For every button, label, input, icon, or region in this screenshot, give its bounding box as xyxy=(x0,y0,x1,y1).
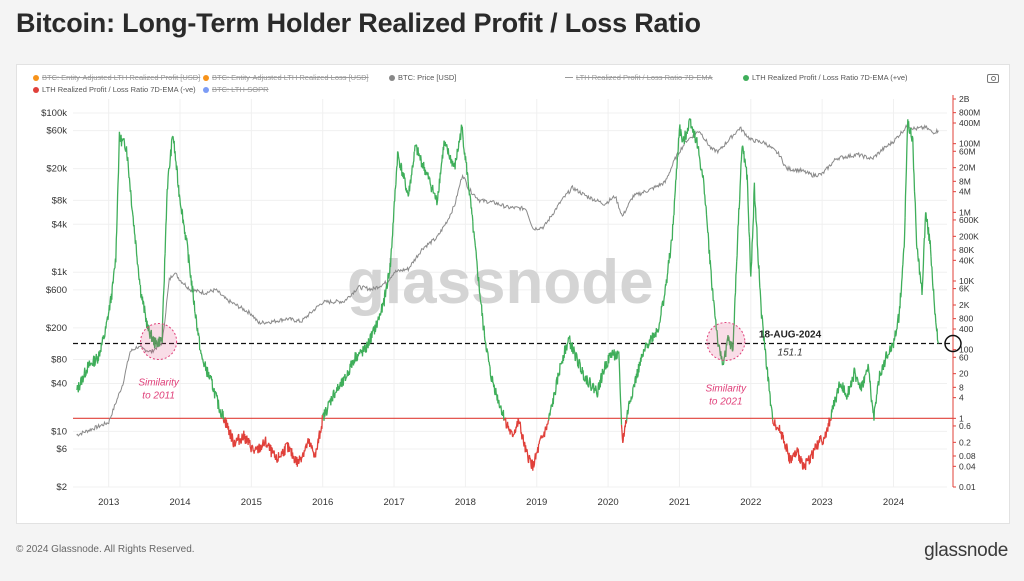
watermark-text: glassnode xyxy=(347,248,654,317)
left-axis-tick-label: $60k xyxy=(46,126,67,137)
chart-title: Bitcoin: Long-Term Holder Realized Profi… xyxy=(16,8,701,38)
x-axis-tick-label: 2017 xyxy=(383,497,404,508)
legend-item-lth-ratio-7d-ema[interactable]: LTH Realized Profit / Loss Ratio 7D-EMA xyxy=(565,73,713,82)
similarity-2011-label-line2: to 2011 xyxy=(142,391,175,402)
legend-color-dot xyxy=(743,75,749,81)
right-axis-tick-label: 4M xyxy=(959,187,971,197)
legend-item-lth-realized-loss[interactable]: BTC: Entity-Adjusted LTH Realized Loss [… xyxy=(203,73,369,82)
legend-item-lth-ratio-positive[interactable]: LTH Realized Profit / Loss Ratio 7D-EMA … xyxy=(743,73,908,82)
series-layer xyxy=(76,118,940,471)
legend-color-dot xyxy=(33,75,39,81)
x-axis-tick-label: 2014 xyxy=(169,497,190,508)
legend-item-lth-realized-profit[interactable]: BTC: Entity-Adjusted LTH Realized Profit… xyxy=(33,73,200,82)
right-axis-tick-label: 80K xyxy=(959,245,974,255)
right-axis-tick-label: 0.01 xyxy=(959,482,976,492)
right-axis-tick-label: 0.6 xyxy=(959,421,971,431)
right-axis-tick-label: 2B xyxy=(959,94,970,104)
similarity-2021-label-line1: Similarity xyxy=(706,384,748,395)
right-axis-tick-label: 8 xyxy=(959,382,964,392)
reference-lines xyxy=(73,342,953,419)
legend-color-dot xyxy=(389,75,395,81)
annotations: Similarity to 2011 Similarity to 2021 18… xyxy=(138,322,962,408)
series-lth-ratio-positive-line xyxy=(76,118,940,425)
right-axis-tick-label: 6K xyxy=(959,284,970,294)
left-axis-tick-label: $4k xyxy=(52,219,68,230)
right-axis-tick-label: 60 xyxy=(959,352,969,362)
right-axis-tick-label: 2K xyxy=(959,300,970,310)
left-axis-tick-label: $600 xyxy=(46,285,67,296)
legend-item-lth-sopr[interactable]: BTC: LTH-SOPR xyxy=(203,85,269,94)
x-axis-tick-label: 2016 xyxy=(312,497,333,508)
brand-logo-text: glassnode xyxy=(924,540,1008,561)
right-axis-tick-label: 100M xyxy=(959,139,980,149)
similarity-2011-label-line1: Similarity xyxy=(138,378,180,389)
left-axis-tick-label: $100k xyxy=(41,108,67,119)
x-axis-tick-label: 2020 xyxy=(598,497,619,508)
right-axis-tick-label: 0.04 xyxy=(959,461,976,471)
right-axis-tick-label: 200K xyxy=(959,231,979,241)
legend-color-dot xyxy=(203,75,209,81)
left-axis-tick-label: $80 xyxy=(51,354,67,365)
value-annotation: 151.1 xyxy=(778,348,803,359)
similarity-2011-circle xyxy=(140,323,178,361)
x-axis-tick-label: 2013 xyxy=(98,497,119,508)
x-axis-tick-label: 2019 xyxy=(526,497,547,508)
right-axis-tick-label: 400M xyxy=(959,118,980,128)
current-value-marker xyxy=(944,334,962,353)
left-axis-tick-label: $10 xyxy=(51,426,67,437)
right-axis-tick-label: 0.2 xyxy=(959,437,971,447)
right-axis-tick-label: 600K xyxy=(959,215,979,225)
chart-panel: BTC: Entity-Adjusted LTH Realized Profit… xyxy=(16,64,1010,524)
series-lth-ratio-negative-line xyxy=(222,415,832,471)
x-axis: 2013 2014 2015 2016 2017 2018 2019 2020 2021 2022… xyxy=(98,497,904,508)
legend-line-swatch xyxy=(565,77,573,78)
right-axis-tick-label: 4 xyxy=(959,393,964,403)
right-axis-tick-label: 1 xyxy=(959,413,964,423)
right-axis-tick-label: 0.08 xyxy=(959,451,976,461)
right-axis-tick-label: 10K xyxy=(959,276,974,286)
left-axis-tick-label: $40 xyxy=(51,378,67,389)
left-axis-tick-label: $20k xyxy=(46,164,67,175)
right-axis-tick-label: 1M xyxy=(959,207,971,217)
chart-legend: BTC: Entity-Adjusted LTH Realized Profit… xyxy=(17,65,1009,99)
left-axis-tick-label: $6 xyxy=(56,444,67,455)
legend-color-dot xyxy=(33,87,39,93)
right-axis-tick-label: 60M xyxy=(959,146,976,156)
right-axis-tick-label: 800M xyxy=(959,108,980,118)
left-axis-tick-label: $2 xyxy=(56,482,67,493)
camera-icon[interactable] xyxy=(987,74,999,83)
x-axis-tick-label: 2023 xyxy=(812,497,833,508)
right-axis-tick-label: 40K xyxy=(959,255,974,265)
legend-item-btc-price[interactable]: BTC: Price [USD] xyxy=(389,73,456,82)
similarity-2021-label-line2: to 2021 xyxy=(709,397,742,408)
x-axis-tick-label: 2015 xyxy=(241,497,262,508)
chart-svg: glassnode $100k $60k $20k $8k $4k $1k $600 $200… xyxy=(41,94,980,508)
right-axis-tick-label: 20 xyxy=(959,369,969,379)
series-btc-price-line xyxy=(76,124,939,437)
right-axis-tick-label: 100 xyxy=(959,345,973,355)
right-axis-tick-label: 20M xyxy=(959,163,976,173)
left-axis-tick-label: $1k xyxy=(52,267,68,278)
left-axis-tick-label: $200 xyxy=(46,323,67,334)
right-axis-tick-label: 8M xyxy=(959,176,971,186)
similarity-2021-circle xyxy=(706,322,746,362)
legend-item-lth-ratio-negative[interactable]: LTH Realized Profit / Loss Ratio 7D-EMA … xyxy=(33,85,196,94)
copyright-text: © 2024 Glassnode. All Rights Reserved. xyxy=(16,544,195,555)
right-axis-tick-label: 800 xyxy=(959,314,973,324)
left-axis: $100k $60k $20k $8k $4k $1k $600 $200 $80 $40 $10 $… xyxy=(41,108,67,493)
x-axis-tick-label: 2024 xyxy=(883,497,904,508)
x-axis-tick-label: 2022 xyxy=(740,497,761,508)
right-axis-tick-label: 400 xyxy=(959,324,973,334)
legend-color-dot xyxy=(203,87,209,93)
x-axis-tick-label: 2021 xyxy=(669,497,690,508)
left-axis-tick-label: $8k xyxy=(52,195,68,206)
date-annotation: 18-AUG-2024 xyxy=(759,330,822,341)
x-axis-tick-label: 2018 xyxy=(455,497,476,508)
